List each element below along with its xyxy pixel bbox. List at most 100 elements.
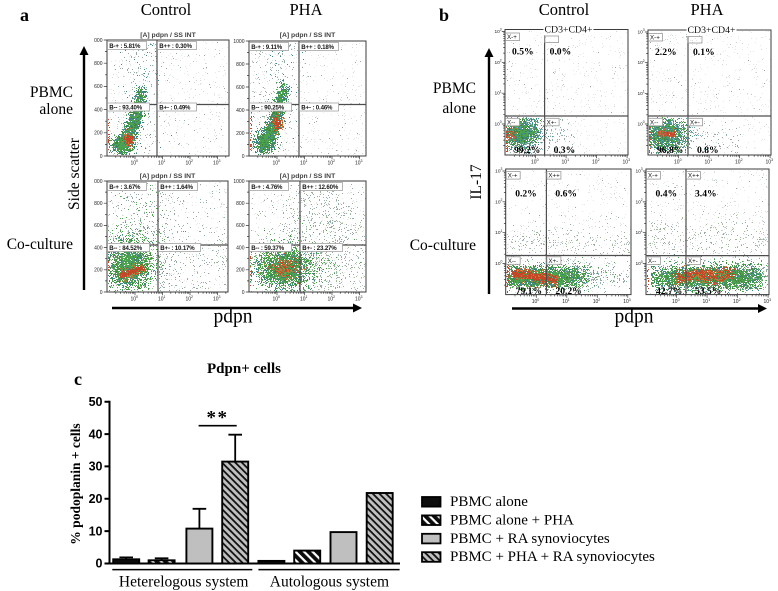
svg-text:pdpn: pdpn — [214, 307, 253, 328]
svg-text:3: 3 — [641, 167, 643, 171]
svg-text:Autologous system: Autologous system — [270, 574, 389, 591]
svg-text:2: 2 — [333, 295, 335, 299]
svg-text:0: 0 — [100, 154, 103, 160]
svg-text:alone: alone — [39, 101, 73, 118]
svg-text:200: 200 — [236, 131, 245, 137]
svg-text:10: 10 — [623, 160, 629, 166]
svg-text:10: 10 — [494, 122, 500, 128]
svg-text:600: 600 — [94, 84, 103, 90]
svg-text:10: 10 — [327, 161, 333, 167]
svg-text:X+-: X+- — [688, 258, 698, 265]
svg-text:3: 3 — [219, 295, 221, 299]
svg-text:[A] pdpn / SS INT: [A] pdpn / SS INT — [140, 173, 196, 180]
svg-text:B+- : 0.46%: B+- : 0.46% — [301, 104, 333, 111]
svg-text:1: 1 — [708, 298, 710, 302]
svg-text:[A] pdpn / SS INT: [A] pdpn / SS INT — [280, 173, 336, 180]
svg-text:96,8%: 96,8% — [657, 145, 683, 156]
svg-text:0: 0 — [242, 154, 245, 160]
svg-text:0: 0 — [278, 159, 280, 163]
svg-text:10: 10 — [130, 161, 136, 167]
svg-text:800: 800 — [94, 61, 103, 67]
svg-text:53.5%: 53.5% — [695, 286, 721, 297]
svg-text:B++ : 0.18%: B++ : 0.18% — [301, 44, 334, 51]
svg-text:2: 2 — [333, 159, 335, 163]
svg-text:2: 2 — [641, 198, 643, 202]
svg-text:X+-: X+- — [690, 119, 700, 126]
svg-text:B+- : 23.27%: B+- : 23.27% — [302, 245, 337, 252]
svg-text:X++: X++ — [688, 173, 700, 180]
svg-text:0.5%: 0.5% — [512, 47, 534, 58]
svg-text:IL-17: IL-17 — [468, 164, 485, 200]
svg-text:Co-culture: Co-culture — [7, 236, 73, 253]
svg-text:3: 3 — [501, 167, 503, 171]
svg-text:3: 3 — [628, 158, 630, 162]
svg-text:1: 1 — [164, 295, 166, 299]
svg-text:B-- : 93.40%: B-- : 93.40% — [109, 104, 142, 111]
svg-text:400: 400 — [94, 107, 103, 113]
svg-text:1000: 1000 — [233, 39, 244, 45]
svg-text:10: 10 — [562, 299, 568, 305]
svg-text:B-+ : 4.76%: B-+ : 4.76% — [251, 184, 283, 191]
svg-text:600: 600 — [94, 223, 103, 229]
svg-text:10: 10 — [635, 261, 641, 267]
svg-text:0.1%: 0.1% — [693, 47, 715, 58]
svg-text:0: 0 — [136, 295, 138, 299]
svg-text:B-+ : 9.11%: B-+ : 9.11% — [251, 44, 282, 51]
svg-text:10: 10 — [764, 299, 770, 305]
svg-text:10: 10 — [733, 299, 739, 305]
svg-text:3: 3 — [629, 298, 631, 302]
svg-text:10: 10 — [272, 297, 278, 303]
svg-text:400: 400 — [236, 245, 245, 251]
svg-text:2: 2 — [501, 198, 503, 202]
svg-text:10: 10 — [531, 160, 537, 166]
svg-text:B-- : 84.52%: B-- : 84.52% — [109, 245, 142, 252]
svg-text:Heterelogous system: Heterelogous system — [119, 574, 249, 591]
svg-text:PBMC: PBMC — [30, 84, 73, 101]
svg-text:pdpn: pdpn — [615, 307, 654, 328]
svg-text:50: 50 — [89, 395, 103, 409]
svg-text:10: 10 — [494, 91, 500, 97]
svg-text:**: ** — [207, 408, 229, 429]
svg-text:1000: 1000 — [233, 179, 244, 185]
svg-text:0: 0 — [96, 557, 103, 571]
svg-text:10: 10 — [672, 299, 678, 305]
svg-text:CD3+CD4+: CD3+CD4+ — [544, 25, 593, 36]
svg-text:10: 10 — [593, 299, 599, 305]
svg-text:10: 10 — [703, 299, 709, 305]
svg-text:0.3%: 0.3% — [554, 145, 576, 156]
svg-text:600: 600 — [236, 85, 245, 91]
svg-text:10: 10 — [494, 60, 500, 66]
svg-text:1: 1 — [710, 158, 712, 162]
svg-text:Control: Control — [141, 0, 192, 19]
svg-text:200: 200 — [94, 131, 103, 137]
svg-text:1: 1 — [567, 158, 569, 162]
svg-text:10: 10 — [766, 160, 772, 166]
svg-text:b: b — [439, 5, 449, 25]
svg-text:X-+: X-+ — [507, 34, 517, 41]
svg-text:2: 2 — [741, 158, 743, 162]
svg-text:800: 800 — [94, 201, 103, 207]
svg-text:10: 10 — [355, 161, 361, 167]
svg-text:2: 2 — [739, 298, 741, 302]
svg-text:10: 10 — [327, 297, 333, 303]
svg-text:2.2%: 2.2% — [655, 47, 677, 58]
svg-text:10: 10 — [495, 261, 501, 267]
svg-text:X+-: X+- — [547, 119, 557, 126]
svg-text:42.7%: 42.7% — [656, 286, 682, 297]
svg-text:3: 3 — [771, 158, 773, 162]
svg-text:10: 10 — [637, 60, 643, 66]
svg-text:1: 1 — [641, 229, 643, 233]
svg-text:0.0%: 0.0% — [550, 47, 572, 58]
svg-text:10: 10 — [355, 297, 361, 303]
svg-text:000: 000 — [94, 179, 103, 185]
svg-text:2: 2 — [191, 159, 193, 163]
svg-text:2: 2 — [500, 59, 502, 63]
svg-text:0: 0 — [678, 298, 680, 302]
svg-text:3.4%: 3.4% — [695, 189, 717, 200]
svg-text:CD3+CD4+: CD3+CD4+ — [687, 25, 736, 36]
svg-text:10: 10 — [674, 160, 680, 166]
svg-text:1: 1 — [568, 298, 570, 302]
svg-text:Control: Control — [539, 0, 590, 19]
svg-text:PBMC alone: PBMC alone — [450, 494, 528, 510]
svg-text:10: 10 — [635, 169, 641, 175]
